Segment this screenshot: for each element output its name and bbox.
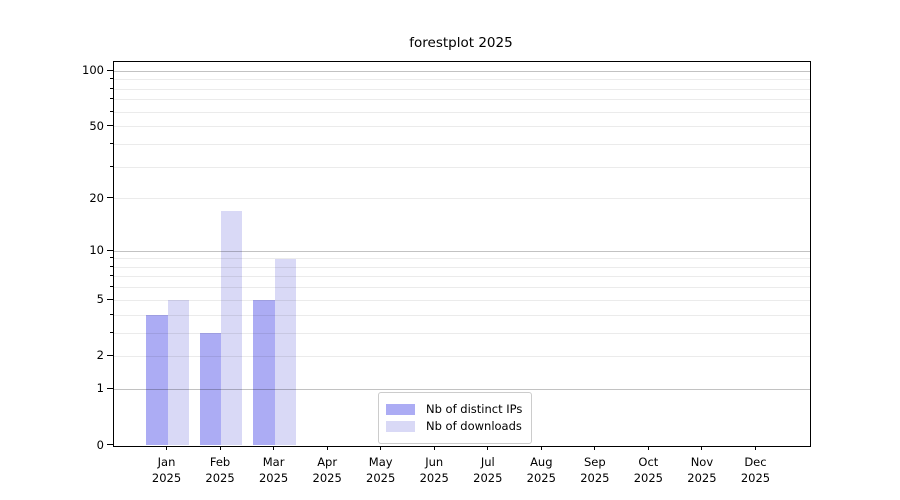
minor-gridline bbox=[114, 99, 810, 101]
y-tick-mark bbox=[107, 197, 113, 199]
y-minor-tick-mark bbox=[110, 87, 113, 89]
x-tick-label-oct: Oct 2025 bbox=[633, 454, 664, 485]
major-gridline bbox=[114, 388, 810, 390]
legend-swatch-series0 bbox=[386, 403, 415, 415]
legend: Nb of distinct IPs Nb of downloads bbox=[378, 391, 533, 444]
y-tick-label: 10 bbox=[89, 243, 104, 258]
y-minor-tick-mark bbox=[110, 265, 113, 267]
y-tick-label: 2 bbox=[96, 348, 104, 363]
x-tick-label-dec: Dec 2025 bbox=[740, 454, 771, 485]
minor-gridline bbox=[114, 166, 810, 168]
minor-gridline bbox=[114, 258, 810, 260]
grid-layer bbox=[114, 62, 810, 446]
y-minor-tick-mark bbox=[110, 275, 113, 277]
x-tick-mark bbox=[166, 445, 168, 450]
y-minor-tick-mark bbox=[110, 313, 113, 315]
y-tick-mark bbox=[107, 298, 113, 300]
y-tick-label: 5 bbox=[96, 292, 104, 307]
x-tick-mark bbox=[754, 445, 756, 450]
major-gridline bbox=[114, 355, 810, 357]
x-tick-label-jul: Jul 2025 bbox=[473, 454, 503, 485]
x-tick-mark bbox=[433, 445, 435, 450]
x-tick-label-apr: Apr 2025 bbox=[312, 454, 342, 485]
x-tick-label-jun: Jun 2025 bbox=[419, 454, 449, 485]
bar-mar-series0 bbox=[253, 300, 275, 446]
legend-item: Nb of downloads bbox=[386, 419, 522, 434]
chart-title: forestplot 2025 bbox=[409, 35, 513, 51]
minor-gridline bbox=[114, 111, 810, 113]
y-tick-mark bbox=[107, 387, 113, 389]
bar-feb-series0 bbox=[199, 333, 222, 446]
x-tick-mark bbox=[380, 445, 382, 450]
x-tick-label-sep: Sep 2025 bbox=[580, 454, 610, 485]
plot-area bbox=[113, 60, 811, 447]
minor-gridline bbox=[114, 287, 810, 289]
bar-jan-series0 bbox=[146, 315, 168, 446]
minor-gridline bbox=[114, 314, 810, 316]
y-tick-label: 20 bbox=[89, 190, 104, 205]
y-minor-tick-mark bbox=[110, 98, 113, 100]
y-minor-tick-mark bbox=[110, 286, 113, 288]
legend-label-series1: Nb of downloads bbox=[426, 418, 522, 433]
major-gridline bbox=[114, 126, 810, 128]
x-tick-mark bbox=[701, 445, 703, 450]
minor-gridline bbox=[114, 88, 810, 90]
y-tick-mark bbox=[107, 125, 113, 127]
y-tick-label: 100 bbox=[82, 63, 104, 78]
y-minor-tick-mark bbox=[110, 110, 113, 112]
major-gridline bbox=[114, 198, 810, 200]
x-tick-label-feb: Feb 2025 bbox=[205, 454, 235, 485]
legend-label-series0: Nb of distinct IPs bbox=[426, 401, 523, 416]
bar-feb-series1 bbox=[221, 211, 243, 446]
major-gridline bbox=[114, 70, 810, 72]
y-minor-tick-mark bbox=[110, 142, 113, 144]
legend-item: Nb of distinct IPs bbox=[386, 402, 522, 417]
x-tick-label-may: May 2025 bbox=[366, 454, 396, 485]
x-tick-label-nov: Nov 2025 bbox=[687, 454, 717, 485]
y-tick-mark bbox=[107, 69, 113, 71]
x-tick-label-jan: Jan 2025 bbox=[151, 454, 182, 485]
y-minor-tick-mark bbox=[110, 165, 113, 167]
y-tick-label: 50 bbox=[89, 118, 104, 133]
y-tick-mark bbox=[107, 354, 113, 356]
bars-layer bbox=[114, 62, 810, 446]
y-tick-label: 0 bbox=[96, 437, 104, 452]
x-tick-label-aug: Aug 2025 bbox=[526, 454, 556, 485]
x-tick-mark bbox=[273, 445, 275, 450]
x-tick-mark bbox=[487, 445, 489, 450]
minor-gridline bbox=[114, 276, 810, 278]
major-gridline bbox=[114, 299, 810, 301]
bar-jan-series1 bbox=[167, 300, 189, 446]
y-tick-mark bbox=[107, 444, 113, 445]
y-minor-tick-mark bbox=[110, 78, 113, 80]
minor-gridline bbox=[114, 332, 810, 334]
x-tick-label-mar: Mar 2025 bbox=[258, 454, 289, 485]
y-minor-tick-mark bbox=[110, 257, 113, 259]
x-tick-mark bbox=[326, 445, 328, 450]
y-tick-label: 1 bbox=[96, 381, 104, 396]
minor-gridline bbox=[114, 143, 810, 145]
y-tick-mark bbox=[107, 249, 113, 251]
x-tick-mark bbox=[219, 445, 221, 450]
minor-gridline bbox=[114, 79, 810, 81]
x-tick-mark bbox=[540, 445, 542, 450]
major-gridline bbox=[114, 250, 810, 252]
x-tick-mark bbox=[647, 445, 649, 450]
legend-swatch-series1 bbox=[386, 420, 415, 432]
x-tick-mark bbox=[594, 445, 596, 450]
minor-gridline bbox=[114, 266, 810, 268]
y-minor-tick-mark bbox=[110, 331, 113, 333]
bar-mar-series1 bbox=[274, 258, 297, 446]
